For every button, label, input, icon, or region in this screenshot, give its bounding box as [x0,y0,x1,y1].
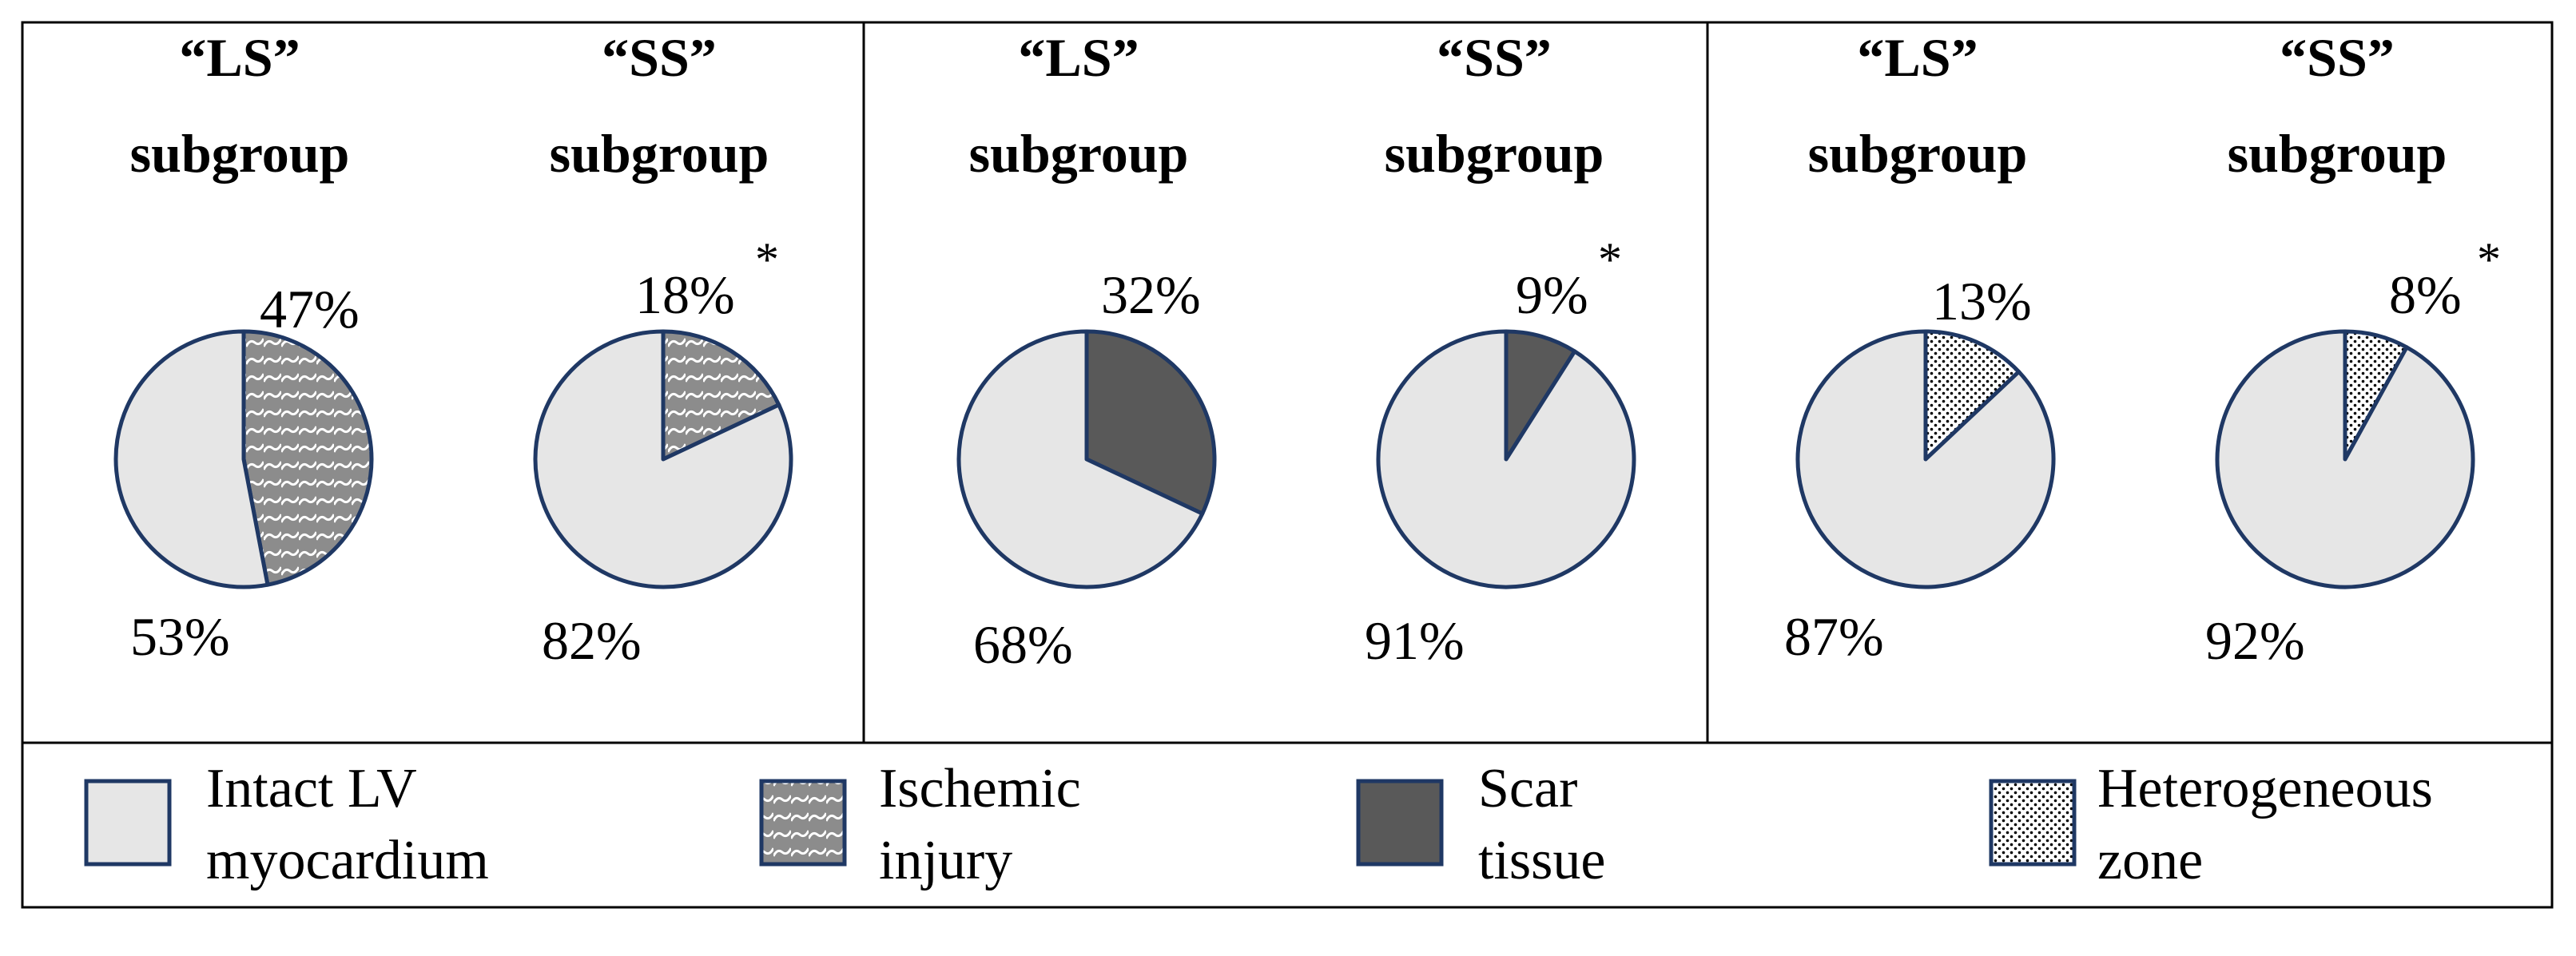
pie-header-5-line-1: “LS” [1857,27,1978,88]
pie-6-slice-intact [2215,329,2475,589]
pie-header-2-line-1: “SS” [602,27,717,88]
legend-label-ischemic-line-2: injury [879,830,1012,891]
pie-6-asterisk: * [2477,233,2501,286]
pie-header-2-line-2: subgroup [550,123,769,184]
pie-6-label-intact: 92% [2205,610,2305,671]
pie-header-1: “LS” subgroup [130,27,350,184]
pie-header-4-line-2: subgroup [1385,123,1604,184]
legend-swatch-hetero [1989,779,2077,867]
pie-header-4-line-1: “SS” [1437,27,1552,88]
pie-5-label-hetero: 13% [1932,271,2032,331]
legend: Intact LV myocardium Ischemic injury Sca… [84,758,2433,891]
pie-2-label-injury: 18% [635,264,735,325]
pie-header-5: “LS” subgroup [1808,27,2028,184]
legend-label-hetero-line-2: zone [2097,830,2203,891]
pie-header-6-line-1: “SS” [2280,27,2395,88]
pie-1-label-intact: 53% [130,606,230,667]
pie-5-slice-hetero [1923,329,2021,462]
pie-2-slice-ischemic [661,329,781,462]
legend-label-ischemic-line-1: Ischemic [879,758,1081,819]
pie-4-asterisk: * [1598,233,1622,286]
pie-1-slice-ischemic [241,329,374,587]
legend-label-intact-line-2: myocardium [206,830,489,891]
pie-header-1-line-1: “LS” [179,27,300,88]
pie-header-3-line-2: subgroup [969,123,1189,184]
pie-3-slice-scar [1084,329,1217,516]
pie-header-3-line-1: “LS” [1018,27,1139,88]
pie-header-6-line-2: subgroup [2228,123,2447,184]
pie-2-label-intact: 82% [542,610,642,671]
pie-1-label-injury: 47% [260,279,360,339]
legend-label-scar-line-2: tissue [1478,830,1605,891]
pie-5-label-intact: 87% [1784,606,1884,667]
pie-2-asterisk: * [755,233,779,286]
pie-3-slice-intact [956,329,1205,589]
pie-header-2: “SS” subgroup [550,27,769,184]
pie-4-slice-intact [1376,329,1636,589]
pie-1-slice-intact [113,329,270,589]
pie-2-slice-intact [533,329,793,589]
pie-3-label-scar: 32% [1101,264,1201,325]
pie-header-1-line-2: subgroup [130,123,350,184]
pie-4-label-scar: 9% [1516,264,1588,325]
legend-swatch-ischemic [759,779,847,867]
legend-label-intact-line-1: Intact LV [206,758,417,819]
legend-swatch-intact [84,779,172,867]
pie-6-label-hetero: 8% [2389,264,2462,325]
legend-label-hetero-line-1: Heterogeneous [2097,758,2433,819]
legend-label-scar-line-1: Scar [1478,758,1577,819]
pie-header-6: “SS” subgroup [2228,27,2447,184]
pie-header-4: “SS” subgroup [1385,27,1604,184]
legend-swatch-scar [1356,779,1444,867]
pie-header-5-line-2: subgroup [1808,123,2028,184]
pie-4-label-intact: 91% [1365,610,1465,671]
pie-3-label-intact: 68% [973,614,1073,675]
figure-frame [21,21,2554,909]
pie-header-3: “LS” subgroup [969,27,1189,184]
pie-5-slice-intact [1795,329,2056,589]
pie-slices [113,329,2475,589]
